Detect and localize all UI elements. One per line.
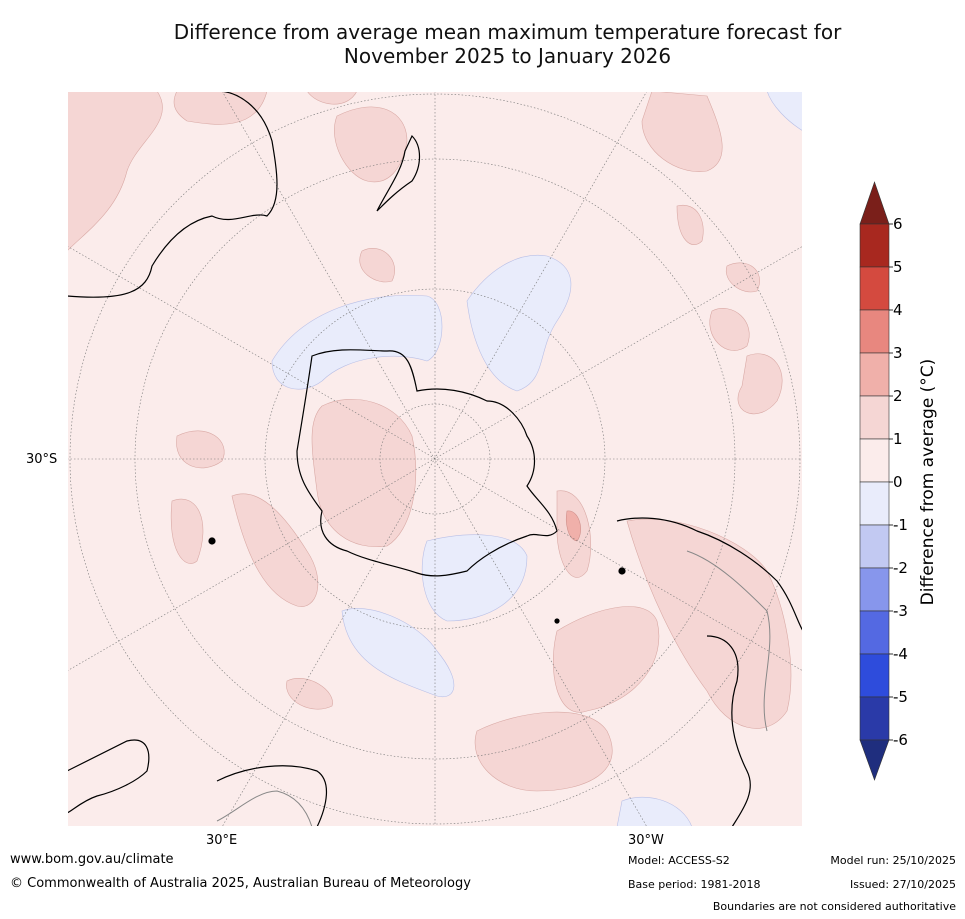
colorbar: 6 5 4 3 2 1 0 -1 -2 -3 -4 -5 -6: [850, 180, 965, 785]
south-america-coast-south: [706, 635, 751, 827]
colorbar-segment: [859, 481, 890, 526]
boundary-1: [686, 550, 771, 732]
warm-region-ne: [641, 91, 723, 172]
colorbar-tick-label: -1: [893, 516, 908, 534]
map-canvas: [67, 91, 803, 827]
colorbar-tick-label: 1: [893, 430, 903, 448]
warm-region-south-america: [626, 518, 792, 729]
footer-copyright: © Commonwealth of Australia 2025, Austra…: [10, 876, 471, 891]
colorbar-svg: 6 5 4 3 2 1 0 -1 -2 -3 -4 -5 -6: [859, 181, 908, 781]
graticule: [67, 91, 803, 827]
antarctica-coast: [296, 349, 558, 577]
colorbar-tick-label: -5: [893, 688, 908, 706]
footer-base-period: Base period: 1981-2018: [628, 878, 761, 891]
warm-region-sea: [359, 248, 395, 283]
australia-coast: [67, 91, 278, 298]
warm-region-nw: [67, 91, 163, 252]
footer-issued: Issued: 27/10/2025: [849, 878, 956, 891]
title-line-2: November 2025 to January 2026: [343, 44, 672, 68]
chart-title: Difference from average mean maximum tem…: [60, 20, 955, 68]
footer-model-run: Model run: 25/10/2025: [830, 854, 956, 867]
colorbar-segment: [859, 223, 890, 268]
warm-region-tasman: [334, 106, 408, 183]
island-marker-2: [554, 618, 560, 624]
colorbar-tick-label: 3: [893, 344, 903, 362]
colorbar-tick-label: 5: [893, 258, 903, 276]
colorbar-segment: [859, 567, 890, 612]
colorbar-tick-label: -2: [893, 559, 908, 577]
map-frame: [67, 91, 803, 827]
lon-label-right: 30°W: [628, 833, 664, 848]
colorbar-segment: [859, 438, 890, 483]
footer-disclaimer: Boundaries are not considered authoritat…: [712, 900, 956, 913]
warm-region-e3: [709, 308, 750, 351]
cool-region-ross-east: [466, 254, 572, 392]
warm-region-sw1: [170, 498, 204, 564]
cool-region-ne-corner: [766, 91, 803, 132]
africa-coast: [67, 739, 150, 814]
colorbar-tick-label: 2: [893, 387, 903, 405]
colorbar-tick-label: -6: [893, 731, 908, 749]
warm-region-indian: [176, 430, 225, 469]
warm-region-south: [474, 711, 613, 792]
new-zealand-coast: [376, 134, 421, 212]
colorbar-segment: [859, 352, 890, 397]
colorbar-segment: [859, 309, 890, 354]
warm-region-sw2: [231, 493, 319, 607]
island-marker-1: [208, 537, 216, 545]
graticule-circle-2: [264, 288, 606, 630]
colorbar-segment: [859, 266, 890, 311]
colorbar-tick-label: -4: [893, 645, 908, 663]
boundary-2: [216, 790, 313, 827]
colorbar-segment: [859, 610, 890, 655]
coastlines: [67, 91, 803, 827]
colorbar-tick-label: -3: [893, 602, 908, 620]
warm-region-antarctica-east: [311, 399, 417, 548]
cool-region-ross-west: [271, 295, 443, 390]
cool-region-south: [341, 608, 455, 698]
colorbar-tick-label: 4: [893, 301, 903, 319]
colorbar-extend-bottom: [859, 739, 890, 781]
cool-regions: [271, 91, 803, 827]
colorbar-segment: [859, 653, 890, 698]
colorbar-extend-top: [859, 181, 890, 225]
warm-regions: [67, 91, 792, 792]
lon-label-left: 30°E: [206, 833, 238, 848]
warm-region-s-small: [286, 678, 333, 710]
meridian-5: [221, 91, 648, 827]
lat-label: 30°S: [26, 452, 58, 467]
title-line-1: Difference from average mean maximum tem…: [173, 20, 842, 44]
warm-region-e1: [676, 204, 704, 245]
footer-website[interactable]: www.bom.gov.au/climate: [10, 852, 174, 867]
cool-region-weddell: [421, 534, 528, 622]
footer-model: Model: ACCESS-S2: [628, 854, 730, 867]
warm-region-e2: [725, 262, 760, 293]
warmer-region-peninsula: [566, 510, 581, 542]
colorbar-tick-label: 6: [893, 215, 903, 233]
boundaries: [216, 550, 771, 827]
colorbar-segment: [859, 395, 890, 440]
colorbar-segment: [859, 524, 890, 569]
polar-map: [67, 91, 803, 827]
colorbar-tick-label: 0: [893, 473, 903, 491]
colorbar-label: Difference from average (°C): [918, 358, 938, 606]
warm-region-e4: [737, 353, 783, 415]
colorbar-segment: [859, 696, 890, 741]
south-america-coast-north: [616, 517, 803, 632]
warm-region-atlantic: [552, 606, 660, 713]
island-marker-3: [618, 567, 626, 575]
madagascar-coast: [216, 765, 328, 827]
